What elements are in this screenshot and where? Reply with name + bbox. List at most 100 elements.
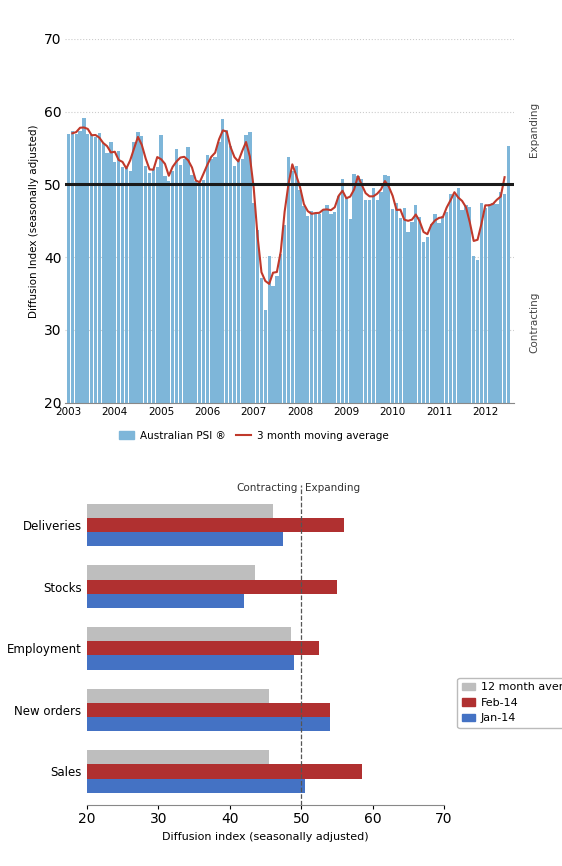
Bar <box>487 204 491 403</box>
Bar <box>379 192 383 403</box>
Bar <box>499 191 502 403</box>
Bar <box>306 216 310 403</box>
Bar <box>241 159 244 403</box>
Bar <box>453 195 456 403</box>
Bar <box>275 276 279 403</box>
Bar <box>429 223 433 403</box>
Bar <box>67 134 70 403</box>
Bar <box>437 223 441 403</box>
Bar <box>283 225 286 403</box>
Text: Contracting: Contracting <box>236 483 298 493</box>
Bar <box>125 168 128 403</box>
Bar <box>268 255 271 403</box>
Bar <box>410 222 414 403</box>
Bar <box>460 210 464 403</box>
Bar <box>333 212 337 403</box>
Bar <box>279 254 282 403</box>
Bar <box>383 175 387 403</box>
Bar <box>87 565 255 579</box>
Bar <box>121 167 124 403</box>
Text: Contracting: Contracting <box>529 292 540 353</box>
Bar <box>171 171 174 403</box>
Bar <box>164 176 166 403</box>
Bar <box>202 180 205 403</box>
Bar <box>298 190 302 403</box>
Bar <box>87 627 291 641</box>
Bar <box>133 142 136 403</box>
Bar <box>79 131 81 403</box>
Bar <box>87 688 269 703</box>
Bar <box>217 142 221 403</box>
Bar <box>90 135 93 403</box>
Bar <box>375 200 379 403</box>
Bar <box>160 135 163 403</box>
Bar <box>371 188 375 403</box>
Bar <box>291 171 294 403</box>
Bar <box>229 145 232 403</box>
Bar <box>210 159 213 403</box>
Bar <box>264 309 267 403</box>
Bar <box>87 532 283 546</box>
Bar <box>252 203 255 403</box>
Bar <box>94 137 97 403</box>
Bar <box>87 656 294 669</box>
Bar <box>87 594 244 608</box>
Bar <box>345 197 348 403</box>
Bar <box>399 218 402 403</box>
Bar <box>484 209 487 403</box>
Bar <box>179 165 182 403</box>
Bar <box>106 153 108 403</box>
Y-axis label: Diffusion Index (seasonally adjusted): Diffusion Index (seasonally adjusted) <box>29 124 39 318</box>
Bar <box>329 214 333 403</box>
Bar <box>87 504 273 518</box>
Bar <box>464 205 468 403</box>
Bar <box>445 212 448 403</box>
Bar <box>318 214 321 403</box>
Bar <box>402 209 406 403</box>
Bar <box>137 132 139 403</box>
Bar <box>244 135 248 403</box>
Bar <box>364 200 368 403</box>
Legend: 12 month average, Feb-14, Jan-14: 12 month average, Feb-14, Jan-14 <box>457 678 562 727</box>
Bar <box>441 216 445 403</box>
Bar <box>256 229 259 403</box>
Bar <box>426 236 429 403</box>
Bar <box>225 130 228 403</box>
Bar <box>198 186 201 403</box>
Bar <box>480 204 483 403</box>
Bar <box>422 242 425 403</box>
Bar <box>140 137 143 403</box>
Bar <box>395 203 398 403</box>
Bar <box>433 214 437 403</box>
Text: Expanding: Expanding <box>529 102 540 158</box>
Bar <box>206 155 209 403</box>
Bar <box>294 165 298 403</box>
Bar <box>117 151 120 403</box>
Bar <box>325 205 329 403</box>
Bar <box>302 206 306 403</box>
Bar <box>352 174 356 403</box>
Bar <box>191 175 194 403</box>
Bar <box>144 166 147 403</box>
Bar <box>175 149 178 403</box>
Bar <box>321 210 325 403</box>
Bar <box>418 217 422 403</box>
Bar <box>449 194 452 403</box>
Bar <box>457 188 460 403</box>
Bar <box>156 167 159 403</box>
Bar <box>314 214 317 403</box>
X-axis label: Diffusion index (seasonally adjusted): Diffusion index (seasonally adjusted) <box>162 832 369 842</box>
Bar <box>87 717 330 731</box>
Bar <box>260 278 263 403</box>
Bar <box>233 165 236 403</box>
Bar <box>287 157 290 403</box>
Bar <box>248 132 252 403</box>
Bar <box>387 176 391 403</box>
Bar <box>368 200 371 403</box>
Bar <box>109 142 112 403</box>
Bar <box>87 750 269 765</box>
Bar <box>348 218 352 403</box>
Bar <box>129 171 132 403</box>
Bar <box>75 134 78 403</box>
Bar <box>310 210 313 403</box>
